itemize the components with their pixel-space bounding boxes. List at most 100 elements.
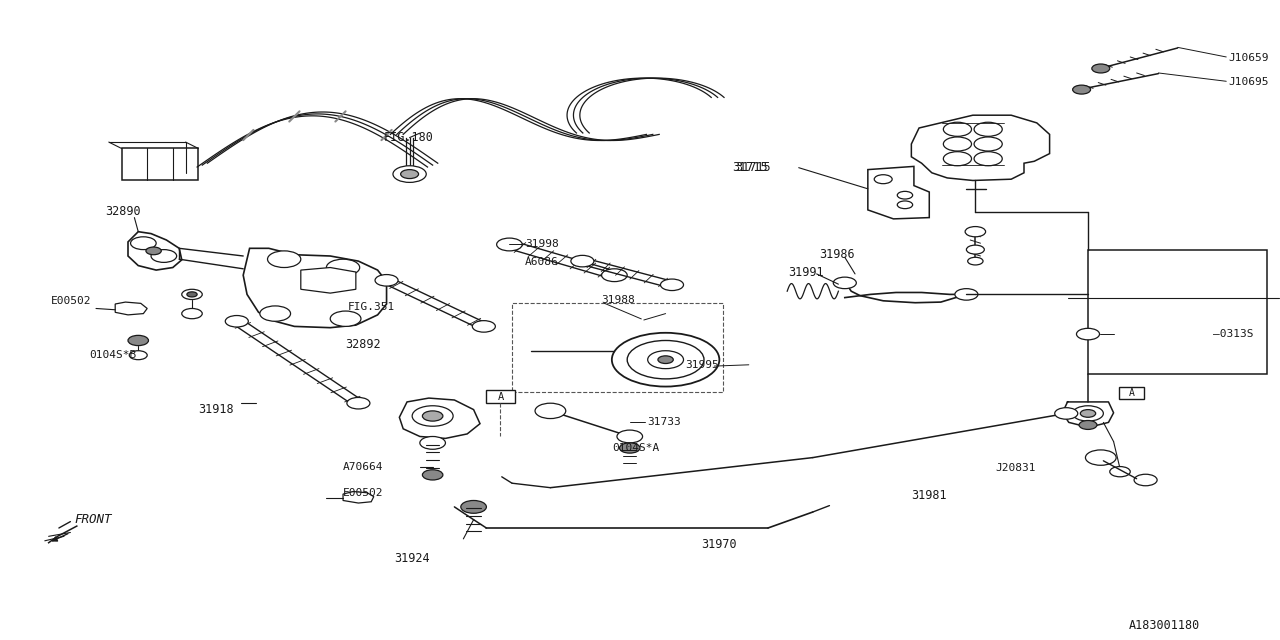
Text: 31918: 31918: [198, 403, 234, 416]
Text: 31981: 31981: [911, 489, 947, 502]
Circle shape: [129, 351, 147, 360]
Bar: [122, 148, 198, 180]
Circle shape: [1134, 474, 1157, 486]
Circle shape: [658, 356, 673, 364]
Circle shape: [620, 443, 640, 453]
Circle shape: [393, 166, 426, 182]
Circle shape: [497, 238, 522, 251]
Circle shape: [347, 397, 370, 409]
Text: E00502: E00502: [343, 488, 384, 498]
Circle shape: [648, 351, 684, 369]
Circle shape: [965, 227, 986, 237]
Bar: [512, 303, 723, 392]
Circle shape: [151, 250, 177, 262]
Text: 31733: 31733: [648, 417, 681, 428]
Circle shape: [943, 122, 972, 136]
Circle shape: [422, 411, 443, 421]
Circle shape: [897, 191, 913, 199]
Text: E00502: E00502: [51, 296, 92, 306]
Polygon shape: [911, 115, 1050, 180]
Circle shape: [612, 333, 719, 387]
Circle shape: [1073, 406, 1103, 421]
Text: J20831: J20831: [996, 463, 1037, 474]
Circle shape: [943, 137, 972, 151]
Circle shape: [571, 255, 594, 267]
Circle shape: [974, 152, 1002, 166]
Text: 0104S*A: 0104S*A: [612, 443, 659, 453]
Circle shape: [535, 403, 566, 419]
Circle shape: [660, 279, 684, 291]
Circle shape: [131, 237, 156, 250]
Polygon shape: [868, 166, 929, 219]
Text: 31715: 31715: [735, 161, 771, 174]
Text: 31924: 31924: [394, 552, 430, 564]
Circle shape: [422, 470, 443, 480]
Circle shape: [187, 292, 197, 297]
Text: FRONT: FRONT: [74, 513, 111, 526]
Text: J10659: J10659: [1229, 52, 1270, 63]
Circle shape: [326, 259, 360, 276]
Polygon shape: [115, 302, 147, 315]
Polygon shape: [399, 398, 480, 438]
Circle shape: [1055, 408, 1078, 419]
Circle shape: [1079, 420, 1097, 429]
Text: 31991: 31991: [788, 266, 824, 279]
Circle shape: [1073, 85, 1091, 94]
Text: —0313S: —0313S: [1213, 329, 1254, 339]
Text: A: A: [498, 392, 503, 402]
Polygon shape: [301, 268, 356, 293]
Text: A70664: A70664: [343, 462, 384, 472]
Circle shape: [966, 245, 984, 254]
Circle shape: [412, 406, 453, 426]
Polygon shape: [128, 232, 182, 270]
Circle shape: [401, 170, 419, 179]
Circle shape: [330, 311, 361, 326]
Circle shape: [182, 289, 202, 300]
Polygon shape: [243, 248, 387, 328]
Circle shape: [968, 257, 983, 265]
Text: A: A: [1129, 388, 1134, 398]
Circle shape: [472, 321, 495, 332]
Bar: [486, 390, 515, 403]
Text: 31988: 31988: [602, 294, 635, 305]
Text: A6086: A6086: [525, 257, 558, 267]
Circle shape: [461, 500, 486, 513]
Circle shape: [128, 335, 148, 346]
Circle shape: [268, 251, 301, 268]
Circle shape: [420, 436, 445, 449]
Circle shape: [225, 316, 248, 327]
Circle shape: [1076, 328, 1100, 340]
Circle shape: [182, 308, 202, 319]
Circle shape: [943, 152, 972, 166]
Circle shape: [1085, 450, 1116, 465]
Text: 31995: 31995: [685, 360, 718, 370]
Text: 32890: 32890: [105, 205, 141, 218]
Circle shape: [897, 201, 913, 209]
Circle shape: [375, 275, 398, 286]
Text: 31715: 31715: [732, 161, 768, 174]
Bar: [1119, 387, 1144, 399]
Circle shape: [627, 340, 704, 379]
Text: 31986: 31986: [819, 248, 855, 261]
Text: J10695: J10695: [1229, 77, 1270, 87]
Circle shape: [833, 277, 856, 289]
Circle shape: [955, 289, 978, 300]
Text: 32892: 32892: [346, 338, 381, 351]
Text: A183001180: A183001180: [1129, 620, 1201, 632]
Circle shape: [1080, 410, 1096, 417]
Polygon shape: [343, 492, 374, 503]
Circle shape: [602, 269, 627, 282]
Text: 0104S*B: 0104S*B: [90, 350, 137, 360]
Text: 31998: 31998: [525, 239, 558, 250]
Circle shape: [617, 430, 643, 443]
Circle shape: [1110, 467, 1130, 477]
Text: FIG.180: FIG.180: [384, 131, 434, 144]
Text: FIG.351: FIG.351: [348, 302, 396, 312]
Circle shape: [974, 122, 1002, 136]
Circle shape: [974, 137, 1002, 151]
Text: 31970: 31970: [701, 538, 737, 550]
Circle shape: [1092, 64, 1110, 73]
Circle shape: [874, 175, 892, 184]
Circle shape: [260, 306, 291, 321]
Bar: [1088, 250, 1267, 374]
